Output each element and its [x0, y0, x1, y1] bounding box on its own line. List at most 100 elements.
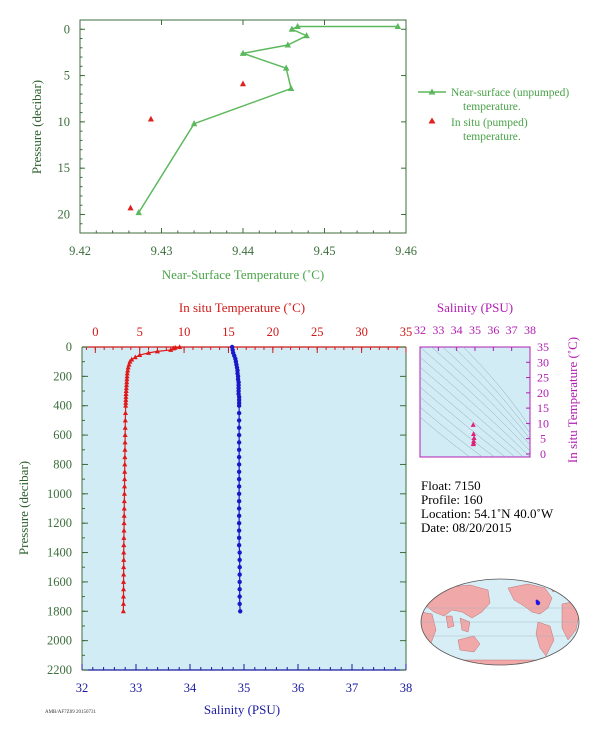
temperature-profile-point	[121, 535, 127, 540]
unpumped-temperature-point	[294, 22, 301, 30]
salinity-profile-point	[236, 469, 242, 474]
map-graticule	[421, 607, 579, 637]
temperature-profile-point	[121, 505, 127, 511]
temperature-profile-point	[121, 483, 128, 489]
pressure-tick-label: 800	[53, 457, 72, 471]
salinity-tick-label: 36	[292, 681, 305, 695]
ts-plot-area	[419, 346, 531, 458]
salinity-profile-point	[236, 432, 242, 438]
top-x-tick-label: 9.42	[69, 244, 91, 258]
temperature-profile-point	[120, 601, 126, 606]
density-contour	[420, 416, 471, 457]
salinity-tick-label: 32	[76, 681, 89, 695]
ts-salinity-tick-label: 35	[469, 323, 481, 337]
unpumped-temperature-point	[190, 120, 198, 127]
salinity-profile-point	[237, 601, 242, 607]
salinity-profile-point	[236, 410, 242, 416]
salinity-profile-point	[236, 543, 242, 548]
temperature-profile-point	[122, 439, 128, 445]
pressure-tick-label: 1400	[47, 546, 72, 560]
salinity-profile-point	[236, 491, 242, 497]
temperature-profile-point	[122, 476, 128, 482]
ts-point	[470, 422, 476, 427]
temperature-profile-point	[121, 527, 127, 533]
salinity-profile-point	[237, 565, 242, 570]
float-id: Float: 7150	[421, 478, 481, 493]
salinity-profile-point	[236, 425, 242, 430]
density-contour	[420, 366, 524, 457]
ts-temperature-tick-label: 0	[540, 447, 546, 461]
salinity-profile-point	[237, 594, 242, 599]
salinity-tick-label: 38	[400, 681, 413, 695]
unpumped-temperature-line	[138, 25, 398, 214]
legend-marker-unpumped	[428, 88, 436, 95]
salinity-profile-point	[238, 609, 243, 614]
salinity-profile-point	[237, 587, 242, 592]
density-contour	[420, 386, 506, 457]
legend-label-pumped-line2: temperature.	[463, 131, 521, 143]
temperature-profile-point	[123, 385, 129, 391]
temperature-profile-point	[123, 397, 129, 402]
pressure-tick-label: 1000	[47, 487, 72, 501]
pressure-tick-label: 2200	[47, 663, 72, 677]
temperature-tick-label: 10	[178, 325, 191, 339]
pressure-tick-label: 600	[53, 428, 72, 442]
profile-date: Date: 08/20/2015	[421, 520, 512, 535]
pumped-temperature-point	[127, 204, 134, 211]
density-contour	[452, 347, 530, 434]
temperature-profile-point	[124, 373, 130, 379]
salinity-axis-label: Salinity (PSU)	[204, 702, 280, 717]
pressure-tick-label: 1200	[47, 516, 72, 530]
pumped-temperature-point	[147, 115, 154, 122]
map-border	[420, 578, 580, 666]
salinity-profile-point	[236, 440, 242, 445]
temperature-tick-label: 5	[137, 325, 143, 339]
temperature-profile-point	[122, 446, 128, 452]
salinity-profile-point	[236, 535, 242, 541]
pressure-tick-label: 200	[53, 369, 72, 383]
footer-stamp: AMB/AF7Z09 20150731	[45, 710, 96, 715]
world-map	[420, 578, 580, 666]
ts-salinity-tick-label: 37	[506, 323, 518, 337]
temperature-profile-point	[122, 468, 128, 474]
temperature-profile-point	[122, 461, 128, 467]
temperature-profile-point	[121, 498, 127, 504]
ts-temperature-tick-label: 25	[537, 371, 549, 385]
pressure-tick-label: 400	[53, 399, 72, 413]
temperature-profile-point	[121, 542, 127, 548]
ts-salinity-label: Salinity (PSU)	[437, 300, 513, 315]
density-contour	[420, 376, 516, 457]
temperature-profile-point	[121, 579, 127, 584]
unpumped-temperature-point	[394, 22, 402, 30]
unpumped-temperature-point	[239, 49, 247, 56]
salinity-profile-point	[236, 418, 242, 423]
ts-salinity-tick-label: 33	[432, 323, 444, 337]
temperature-profile-point	[127, 358, 133, 364]
temperature-profile-point	[137, 352, 143, 358]
salinity-profile-point	[237, 557, 242, 563]
temperature-profile-point	[123, 388, 129, 394]
unpumped-temperature-point	[282, 64, 290, 71]
ts-salinity-tick-label: 36	[487, 323, 499, 337]
ts-temperature-tick-label: 35	[537, 340, 549, 354]
profile-number: Profile: 160	[421, 492, 483, 507]
temperature-tick-label: 15	[222, 325, 235, 339]
pressure-tick-label: 0	[66, 340, 72, 354]
temperature-profile-point	[122, 410, 129, 416]
temperature-profile-point	[120, 593, 126, 599]
salinity-profile-point	[236, 506, 242, 511]
top-y-tick-label: 5	[64, 69, 70, 83]
ts-temperature-tick-label: 10	[537, 416, 549, 430]
ts-point	[471, 438, 477, 444]
temperature-profile-point	[122, 454, 128, 460]
temperature-tick-label: 35	[400, 325, 413, 339]
top-x-tick-label: 9.45	[314, 244, 336, 258]
unpumped-temperature-point	[288, 25, 296, 32]
density-contour	[420, 396, 495, 457]
salinity-profile-point	[236, 454, 242, 460]
temperature-profile-point	[124, 370, 130, 376]
ts-point	[471, 435, 477, 441]
top-x-tick-label: 9.46	[395, 244, 417, 258]
top-x-axis-label: Near-Surface Temperature (˚C)	[162, 267, 324, 282]
temperature-tick-label: 0	[92, 325, 98, 339]
